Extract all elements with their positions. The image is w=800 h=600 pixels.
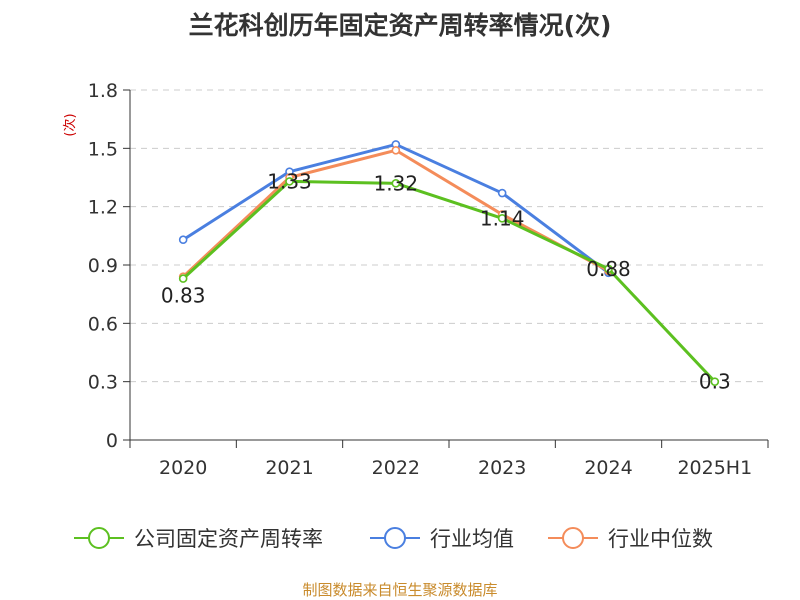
series-line-1 bbox=[182, 142, 610, 274]
source-footer: 制图数据来自恒生聚源数据库 bbox=[302, 581, 498, 599]
data-point bbox=[391, 179, 401, 188]
data-point bbox=[178, 274, 188, 283]
x-tick-label: 2025H1 bbox=[677, 457, 752, 479]
data-labels: 0.83 1.33 1.32 1.14 0.88 0.3 bbox=[161, 169, 731, 393]
legend-marker bbox=[562, 527, 584, 549]
data-label: 0.3 bbox=[699, 370, 731, 394]
axes: 0 0.3 0.6 0.9 1.2 1.5 1.8 2020 2021 2022 2023 2024 2… bbox=[62, 80, 769, 479]
legend-label: 行业中位数 bbox=[608, 527, 713, 551]
data-point bbox=[604, 264, 613, 274]
y-tick-label: 1.5 bbox=[88, 138, 118, 160]
legend-label: 行业均值 bbox=[430, 527, 514, 551]
chart-title: 兰花科创历年固定资产周转率情况(次) bbox=[188, 11, 612, 40]
y-tick-label: 0.6 bbox=[88, 313, 118, 335]
y-tick-label: 0.3 bbox=[88, 372, 118, 394]
x-tick-label: 2021 bbox=[265, 457, 313, 479]
data-label: 1.33 bbox=[267, 169, 312, 193]
data-point bbox=[497, 214, 507, 223]
y-tick-label: 0.9 bbox=[88, 255, 118, 277]
legend: 公司固定资产周转率 行业均值 行业中位数 bbox=[74, 527, 713, 551]
data-point bbox=[497, 188, 507, 198]
x-tick-label: 2023 bbox=[478, 457, 526, 479]
legend-marker bbox=[384, 527, 406, 549]
y-tick-label: 1.2 bbox=[88, 197, 118, 219]
y-tick-label: 1.8 bbox=[88, 80, 118, 102]
y-axis-label: (次) bbox=[62, 113, 78, 136]
data-point bbox=[391, 145, 401, 155]
series-line-2 bbox=[182, 148, 610, 278]
data-label: 1.32 bbox=[374, 171, 419, 195]
x-tick-label: 2020 bbox=[159, 457, 207, 479]
data-point bbox=[710, 377, 720, 386]
data-point bbox=[285, 177, 294, 186]
y-tick-label: 0 bbox=[106, 430, 118, 452]
legend-marker bbox=[88, 527, 110, 549]
data-label: 0.88 bbox=[586, 257, 631, 281]
x-tick-label: 2022 bbox=[372, 457, 420, 479]
series-line-0 bbox=[182, 179, 716, 383]
x-tick-label: 2024 bbox=[584, 457, 632, 479]
data-label: 0.83 bbox=[161, 284, 206, 308]
series-lines bbox=[178, 140, 720, 386]
data-point bbox=[178, 235, 188, 245]
data-label: 1.14 bbox=[480, 206, 525, 230]
legend-label: 公司固定资产周转率 bbox=[134, 527, 323, 551]
